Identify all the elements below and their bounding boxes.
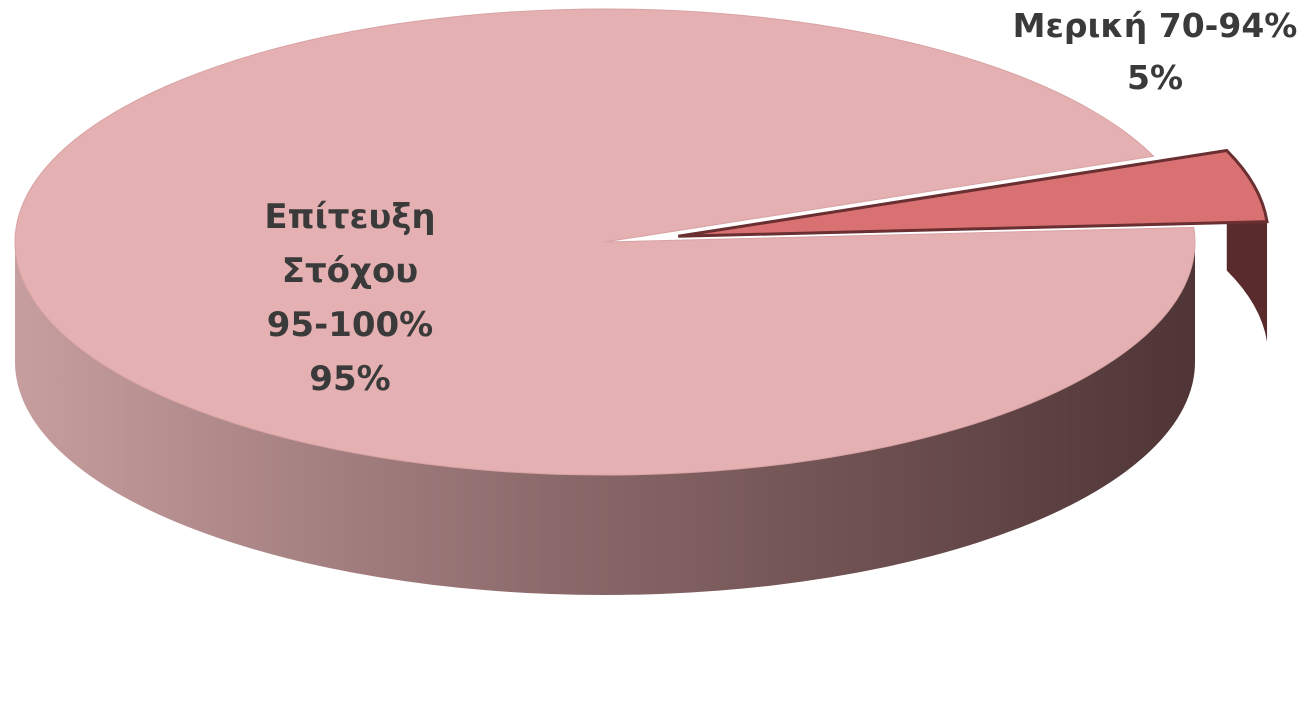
slice-label-achievement: Επίτευξη Στόχου 95-100% 95% — [230, 190, 470, 406]
slice-percent-label: 5% — [1126, 58, 1184, 97]
slice-label-line: Επίτευξη — [264, 197, 436, 237]
slice-label-partial: Μερική 70-94% 5% — [1000, 0, 1310, 104]
slice-label-line: 95-100% — [266, 305, 434, 345]
pie-slice-partial — [677, 148, 1269, 238]
slice-label-line: Στόχου — [281, 251, 419, 291]
pie-slice-side-achievement — [15, 242, 1195, 595]
slice-percent-label: 95% — [309, 359, 391, 399]
slice-label-line: Μερική 70-94% — [1012, 6, 1298, 45]
pie-slice-achievement — [14, 8, 1196, 476]
